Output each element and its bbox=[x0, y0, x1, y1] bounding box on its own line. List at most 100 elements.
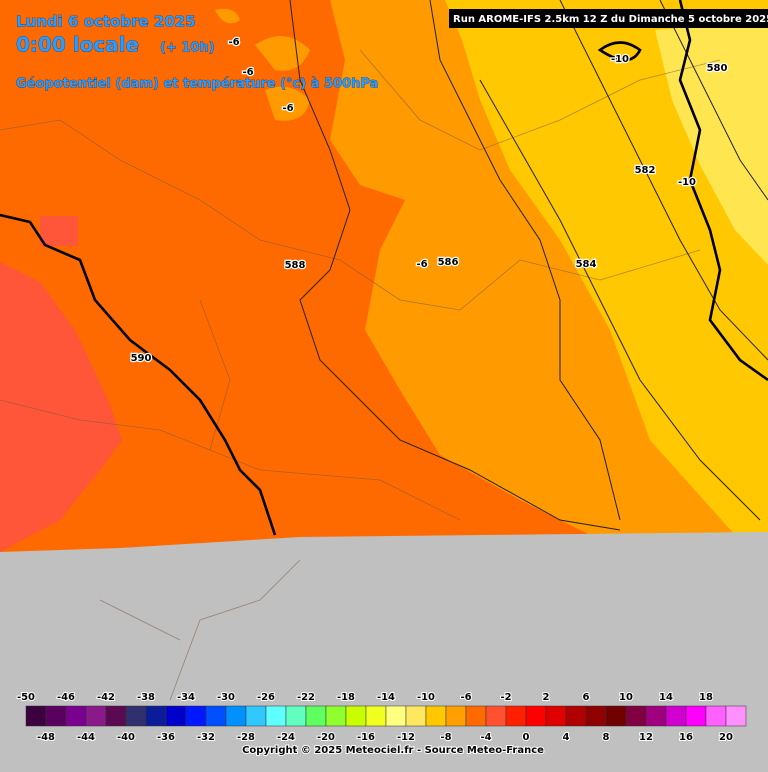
contour-label: 582 bbox=[635, 165, 656, 176]
colorbar-swatch bbox=[645, 705, 667, 727]
colorbar-label: 18 bbox=[699, 692, 713, 703]
contour-label: -10 bbox=[678, 177, 696, 188]
colorbar-swatch bbox=[505, 705, 527, 727]
colorbar-label: 4 bbox=[563, 732, 570, 743]
colorbar: -50 -46 -42 -38 -34 -30 -26 -22 -18 -14 -10 -6 -2 2 6 1… bbox=[16, 691, 747, 744]
colorbar-swatch bbox=[305, 705, 327, 727]
colorbar-label: -40 bbox=[117, 732, 135, 743]
colorbar-label: -36 bbox=[157, 732, 175, 743]
run-box bbox=[449, 9, 768, 28]
colorbar-swatch bbox=[445, 705, 467, 727]
colorbar-label: -32 bbox=[197, 732, 215, 743]
colorbar-label: 8 bbox=[603, 732, 610, 743]
country-border bbox=[0, 213, 277, 536]
field-title: Géopotentiel (dam) et température (°c) à… bbox=[16, 77, 378, 92]
lead-time: (+ 10h) bbox=[160, 41, 215, 56]
colorbar-label: 10 bbox=[619, 692, 633, 703]
colorbar-swatch bbox=[545, 705, 567, 727]
temp-zone bbox=[655, 20, 768, 265]
contour-label: -6 bbox=[282, 103, 293, 114]
contour-label: -6 bbox=[416, 259, 427, 270]
contour-line bbox=[479, 79, 761, 521]
contour-label: 590 bbox=[131, 353, 152, 364]
colorbar-label: 2 bbox=[543, 692, 550, 703]
contour-labels: -6 -6 -6 -6 -10 -10 580 582 584 586 588 590 bbox=[129, 36, 728, 366]
contour-line bbox=[429, 0, 621, 521]
contour-label: -6 bbox=[228, 37, 239, 48]
colorbar-label: 6 bbox=[583, 692, 590, 703]
colorbar-swatch bbox=[365, 705, 387, 727]
colorbar-swatch bbox=[665, 705, 687, 727]
contour-line bbox=[289, 0, 621, 531]
temp-zone bbox=[40, 216, 78, 246]
copyright: Copyright © 2025 Meteociel.fr - Source M… bbox=[242, 745, 544, 756]
colorbar-swatch bbox=[245, 705, 267, 727]
colorbar-swatch bbox=[145, 705, 167, 727]
colorbar-swatch bbox=[405, 705, 427, 727]
colorbar-label: -38 bbox=[137, 692, 155, 703]
colorbar-swatch bbox=[465, 705, 487, 727]
colorbar-swatch bbox=[605, 705, 627, 727]
contour-line bbox=[559, 0, 768, 361]
colorbar-swatch bbox=[285, 705, 307, 727]
colorbar-swatch bbox=[265, 705, 287, 727]
contour-label: -6 bbox=[242, 67, 253, 78]
colorbar-swatch bbox=[65, 705, 87, 727]
colorbar-label: -8 bbox=[440, 732, 451, 743]
colorbar-label: 12 bbox=[639, 732, 653, 743]
colorbar-label: -2 bbox=[500, 692, 511, 703]
contour-label: 580 bbox=[707, 63, 728, 74]
colorbar-swatch bbox=[705, 705, 727, 727]
colorbar-label: -10 bbox=[417, 692, 435, 703]
contour-label: -10 bbox=[611, 54, 629, 65]
colorbar-label: -50 bbox=[17, 692, 35, 703]
colorbar-swatch bbox=[385, 705, 407, 727]
colorbar-swatch bbox=[85, 705, 107, 727]
colorbar-label: 20 bbox=[719, 732, 733, 743]
colorbar-swatch bbox=[125, 705, 147, 727]
contour-label: 588 bbox=[285, 260, 306, 271]
colorbar-label: -24 bbox=[277, 732, 295, 743]
temp-zone bbox=[0, 262, 122, 552]
colorbar-swatch bbox=[685, 705, 707, 727]
colorbar-label: -6 bbox=[460, 692, 471, 703]
region-border bbox=[0, 49, 721, 701]
colorbar-swatch bbox=[345, 705, 367, 727]
temp-zone bbox=[215, 8, 310, 121]
colorbar-label: -44 bbox=[77, 732, 95, 743]
lake bbox=[597, 41, 642, 62]
colorbar-swatch bbox=[625, 705, 647, 727]
country-border bbox=[678, 0, 768, 382]
colorbar-swatch bbox=[525, 705, 547, 727]
colorbar-label: 0 bbox=[523, 732, 530, 743]
colorbar-swatch bbox=[185, 705, 207, 727]
colorbar-swatch bbox=[325, 705, 347, 727]
colorbar-swatch bbox=[725, 705, 747, 727]
colorbar-label: -12 bbox=[397, 732, 415, 743]
colorbar-label: -48 bbox=[37, 732, 55, 743]
colorbar-swatch bbox=[225, 705, 247, 727]
colorbar-swatch bbox=[585, 705, 607, 727]
colorbar-label: -4 bbox=[480, 732, 491, 743]
colorbar-label: -22 bbox=[297, 692, 315, 703]
colorbar-swatch bbox=[425, 705, 447, 727]
colorbar-label: -16 bbox=[357, 732, 375, 743]
colorbar-swatch bbox=[205, 705, 227, 727]
run-info: Run AROME-IFS 2.5km 12 Z du Dimanche 5 o… bbox=[453, 14, 768, 25]
local-time: 0:00 locale bbox=[16, 33, 139, 57]
contour-line bbox=[659, 0, 768, 201]
colorbar-label: 14 bbox=[659, 692, 673, 703]
colorbar-label: -28 bbox=[237, 732, 255, 743]
colorbar-label: -26 bbox=[257, 692, 275, 703]
colorbar-swatch bbox=[45, 705, 67, 727]
colorbar-label: -20 bbox=[317, 732, 335, 743]
colorbar-swatch bbox=[105, 705, 127, 727]
colorbar-label: 16 bbox=[679, 732, 693, 743]
date: Lundi 6 octobre 2025 bbox=[16, 13, 196, 31]
colorbar-swatch bbox=[485, 705, 507, 727]
colorbar-swatch bbox=[565, 705, 587, 727]
colorbar-label: -46 bbox=[57, 692, 75, 703]
colorbar-label: -34 bbox=[177, 692, 195, 703]
